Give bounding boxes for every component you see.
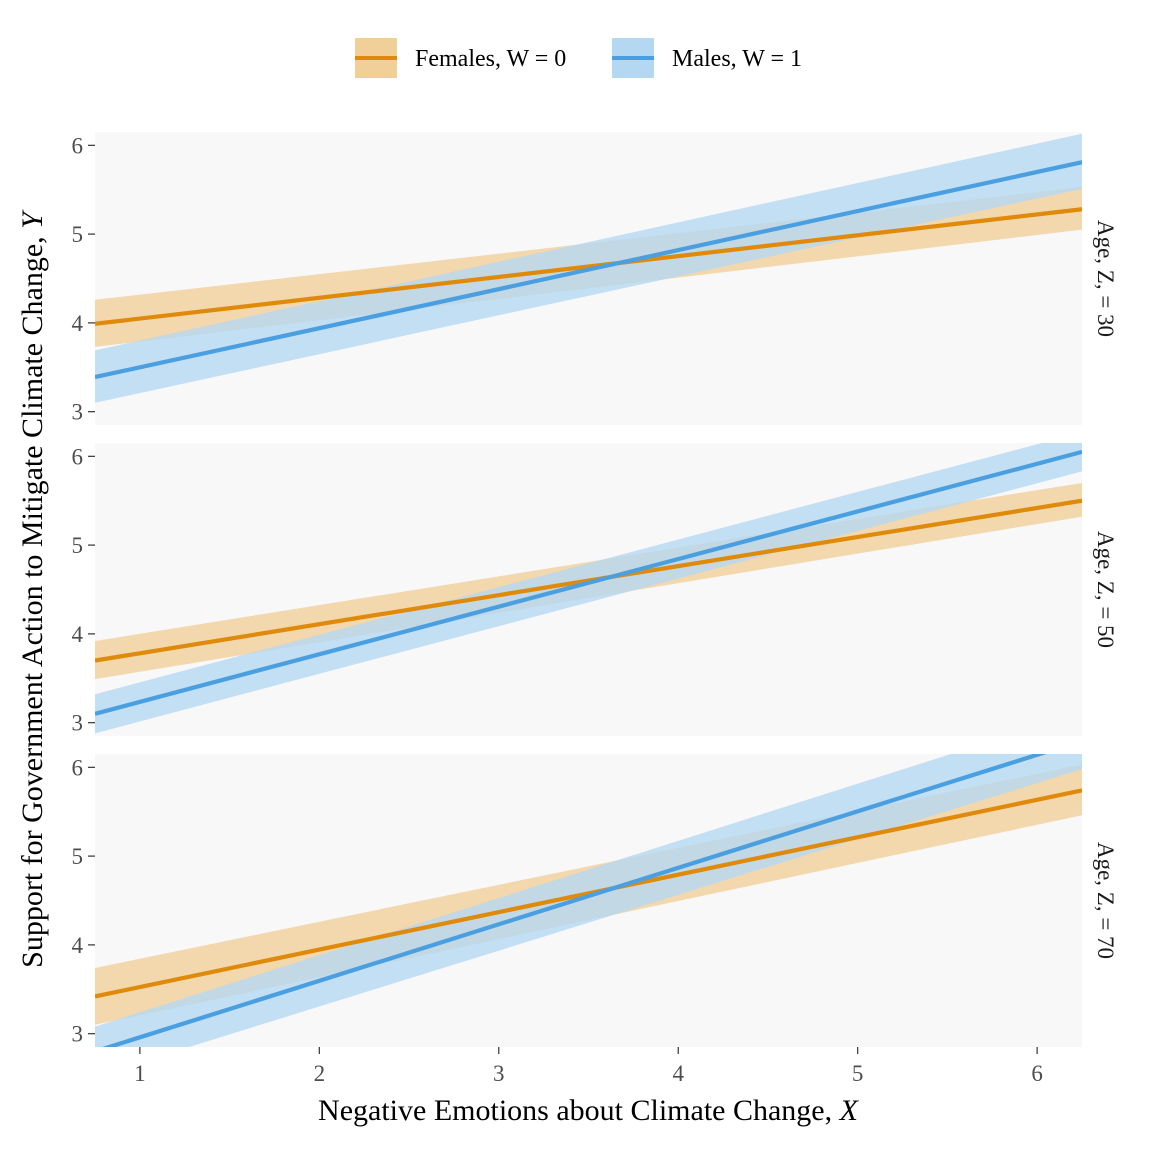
y-tick-label: 3	[72, 711, 84, 736]
y-axis-title: Support for Government Action to Mitigat…	[16, 209, 49, 968]
y-tick-label: 3	[72, 1022, 84, 1047]
y-tick-label: 3	[72, 400, 84, 425]
series-line	[102, 754, 1047, 1047]
x-tick-label: 2	[314, 1061, 326, 1086]
legend: Females, W = 0 Males, W = 1	[355, 38, 802, 78]
y-tick-label: 4	[72, 311, 84, 336]
series-line	[95, 207, 1082, 326]
facet-panel: 3 4 5 6 Age, Z, = 50	[72, 443, 1118, 736]
x-tick-label: 4	[672, 1061, 684, 1086]
facet-strip-label: Age, Z, = 50	[1093, 531, 1118, 648]
panel-plot-area	[95, 133, 1082, 403]
y-tick-label: 5	[72, 222, 84, 247]
legend-label: Females, W = 0	[415, 46, 566, 72]
x-tick-label: 5	[852, 1061, 864, 1086]
legend-item: Females, W = 0	[355, 38, 566, 78]
y-tick-label: 5	[72, 844, 84, 869]
series-line	[95, 449, 1082, 716]
legend-label: Males, W = 1	[672, 46, 802, 72]
y-tick-label: 6	[72, 755, 84, 780]
y-tick-label: 5	[72, 533, 84, 558]
facet-strip-label: Age, Z, = 70	[1093, 842, 1118, 959]
legend-item: Males, W = 1	[612, 38, 802, 78]
facet-strip-label: Age, Z, = 30	[1093, 220, 1118, 337]
y-tick-label: 4	[72, 933, 84, 958]
x-axis-title: Negative Emotions about Climate Change, …	[318, 1094, 860, 1127]
y-tick-label: 4	[72, 622, 84, 647]
panel-plot-area	[95, 754, 1082, 1047]
y-tick-label: 6	[72, 444, 84, 469]
facet-panel: 3 4 5 6 Age, Z, = 70	[72, 754, 1118, 1047]
x-tick-label: 3	[493, 1061, 505, 1086]
x-tick-label: 6	[1031, 1061, 1043, 1086]
panel-plot-area	[95, 443, 1082, 734]
panels: 3 4 5 6 Age, Z, = 30 3 4 5 6 Age, Z, = 50 3 4 5 6 Age,…	[72, 132, 1118, 1047]
facet-panel: 3 4 5 6 Age, Z, = 30	[72, 132, 1118, 425]
series-line	[95, 788, 1082, 999]
series-line	[95, 498, 1082, 663]
y-tick-label: 6	[72, 133, 84, 158]
series-line	[95, 160, 1082, 380]
x-tick-label: 1	[134, 1061, 146, 1086]
x-axis: 1 2 3 4 5 6	[134, 1047, 1043, 1086]
